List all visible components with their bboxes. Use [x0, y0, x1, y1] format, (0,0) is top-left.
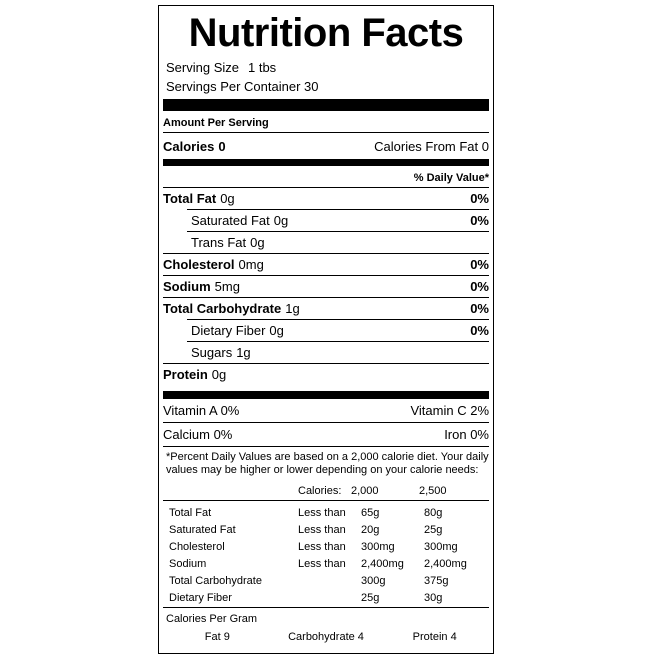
thick-separator-bar-calories: [163, 159, 489, 166]
reference-row-cholesterol: Cholesterol Less than 300mg 300mg: [169, 541, 458, 553]
label-title: Nutrition Facts: [188, 11, 464, 55]
vitamin-row-a-c: Vitamin A 0% Vitamin C 2%: [163, 399, 489, 423]
daily-value: 0%: [470, 323, 489, 338]
calories-label: Calories 0: [163, 139, 226, 154]
daily-value: 0%: [470, 191, 489, 206]
servings-per-container-line: Servings Per Container 30: [166, 79, 319, 94]
divider: [163, 253, 489, 254]
iron: Iron 0%: [444, 427, 489, 442]
daily-value: 0%: [470, 301, 489, 316]
daily-value: 0%: [470, 257, 489, 272]
vitamin-c: Vitamin C 2%: [410, 403, 489, 418]
reference-row-saturated-fat: Saturated Fat Less than 20g 25g: [169, 524, 443, 536]
divider: [163, 363, 489, 364]
nutrient-row-total-fat: Total Fat 0g 0%: [163, 191, 489, 206]
daily-value-footnote: *Percent Daily Values are based on a 2,0…: [166, 451, 489, 476]
col-2000-label: 2,000: [351, 485, 379, 497]
divider: [163, 297, 489, 298]
divider: [187, 341, 489, 342]
calories-column-label: Calories:: [298, 485, 342, 497]
col-2500-label: 2,500: [419, 485, 447, 497]
reference-row-sodium: Sodium Less than 2,400mg 2,400mg: [169, 558, 467, 570]
serving-size-label: Serving Size: [166, 60, 239, 75]
cpg-fat: Fat 9: [204, 631, 230, 643]
calories-value: 0: [218, 139, 226, 154]
reference-row-dietary-fiber: Dietary Fiber 25g 30g: [169, 592, 443, 604]
vitamin-row-calcium-iron: Calcium 0% Iron 0%: [163, 423, 489, 447]
divider: [187, 319, 489, 320]
cpg-carbohydrate: Carbohydrate 4: [288, 631, 364, 643]
nutrient-row-protein: Protein 0g: [163, 367, 227, 382]
divider: [163, 275, 489, 276]
serving-size-line: Serving Size 1 tbs: [163, 58, 489, 77]
nutrient-row-sugars: Sugars 1g: [191, 345, 251, 360]
divider: [163, 500, 489, 501]
nutrition-facts-label: Nutrition Facts Serving Size 1 tbs Servin…: [158, 5, 494, 654]
nutrient-row-trans-fat: Trans Fat 0g: [191, 235, 265, 250]
daily-value: 0%: [470, 279, 489, 294]
nutrient-row-cholesterol: Cholesterol 0mg 0%: [163, 257, 489, 272]
reference-row-total-carbohydrate: Total Carbohydrate 300g 375g: [169, 575, 449, 587]
thick-separator-bar-top: [163, 99, 489, 111]
divider: [187, 209, 489, 210]
reference-row-total-fat: Total Fat Less than 65g 80g: [169, 507, 443, 519]
thick-separator-bar-vitamins: [163, 391, 489, 399]
calories-per-gram-heading: Calories Per Gram: [166, 613, 258, 625]
cpg-protein: Protein 4: [412, 631, 457, 643]
serving-size-value: 1 tbs: [247, 60, 277, 75]
calories-per-gram-values: Fat 9 Carbohydrate 4 Protein 4: [163, 629, 489, 647]
reference-table-header: Calories: 2,000 2,500: [163, 483, 489, 500]
daily-value: 0%: [470, 213, 489, 228]
vitamin-a: Vitamin A 0%: [163, 403, 240, 418]
calories-from-fat: Calories From Fat 0: [374, 139, 489, 154]
amount-per-serving-heading: Amount Per Serving: [163, 111, 489, 133]
divider: [163, 607, 489, 608]
calories-row: Calories 0 Calories From Fat 0: [163, 133, 489, 159]
nutrient-row-total-carbohydrate: Total Carbohydrate 1g 0%: [163, 301, 489, 316]
calcium: Calcium 0%: [163, 427, 233, 442]
nutrient-row-sodium: Sodium 5mg 0%: [163, 279, 489, 294]
divider: [187, 231, 489, 232]
daily-value-heading: % Daily Value*: [163, 166, 489, 188]
nutrient-row-saturated-fat: Saturated Fat 0g 0%: [191, 213, 489, 228]
nutrient-row-dietary-fiber: Dietary Fiber 0g 0%: [191, 323, 489, 338]
